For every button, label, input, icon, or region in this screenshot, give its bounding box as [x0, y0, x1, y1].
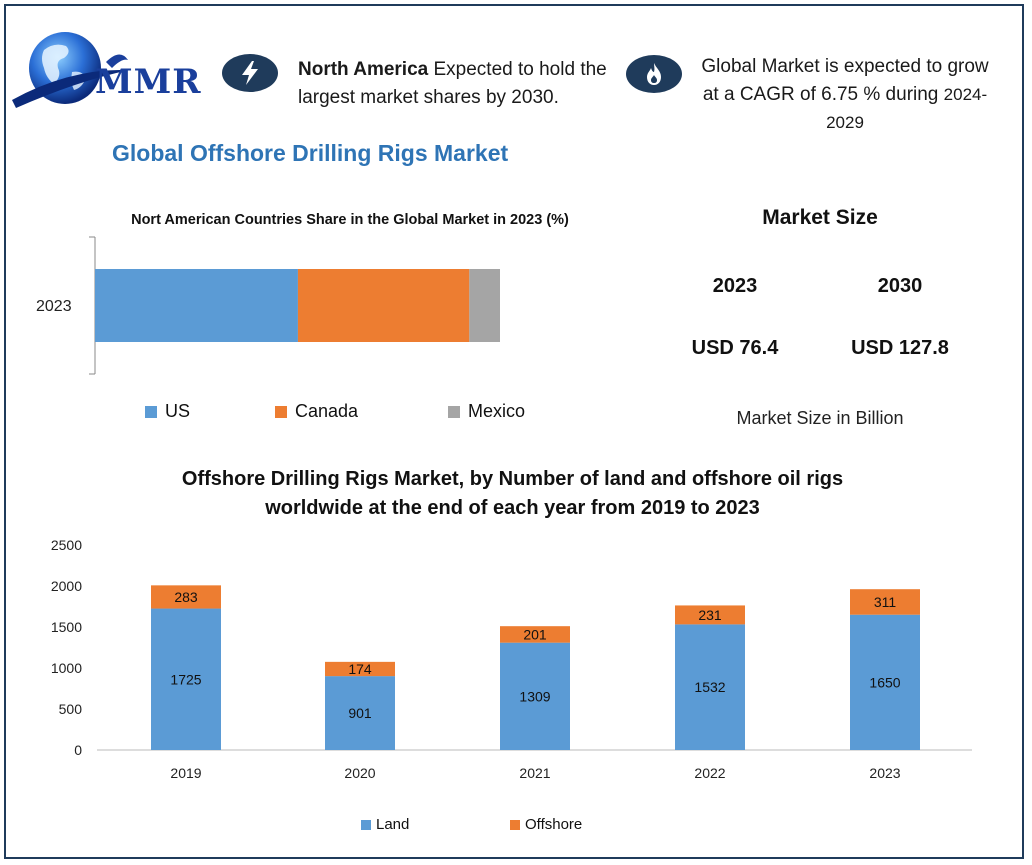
data-label: 1532	[694, 679, 725, 695]
legend-label: Mexico	[468, 401, 526, 421]
bar-offshore-2022	[675, 605, 745, 625]
bar-offshore-2021	[500, 626, 570, 643]
legend-item-mexico: Mexico	[448, 401, 525, 422]
share-chart: 2023	[36, 236, 500, 375]
bar-land-2022	[675, 624, 745, 750]
market-size-title: Market Size	[762, 206, 878, 229]
x-tick-label: 2022	[694, 765, 725, 781]
y-tick-label: 2500	[51, 537, 82, 553]
data-label: 201	[523, 626, 547, 642]
data-label: 231	[698, 607, 722, 623]
main-title: Global Offshore Drilling Rigs Market	[112, 140, 509, 166]
legend-item-us: US	[145, 401, 190, 422]
legend-swatch	[361, 819, 371, 830]
cagr-info: Global Market is expected to grow at a C…	[700, 53, 990, 137]
bar-land-2019	[151, 608, 221, 750]
logo-text: MMR	[95, 62, 202, 102]
bar-land-2021	[500, 642, 570, 750]
market-year-2030: 2030	[877, 275, 923, 297]
globe-icon	[12, 32, 130, 108]
x-tick-label: 2020	[344, 765, 375, 781]
y-tick-label: 500	[59, 701, 83, 717]
page-frame	[4, 4, 1024, 859]
legend-item-offshore: Offshore	[510, 816, 582, 833]
legend-item-canada: Canada	[275, 401, 358, 422]
rigs-chart: 0 500 1000 1500 2000 2500 1725 283 2019 901 174 202…	[51, 537, 972, 781]
legend-label: US	[165, 401, 191, 421]
y-tick-label: 0	[74, 742, 82, 758]
legend-label: Land	[376, 816, 410, 833]
bar-segment-canada	[297, 269, 470, 342]
bar-offshore-2020	[325, 661, 395, 677]
mmr-logo	[10, 28, 205, 113]
chart2-title: Offshore Drilling Rigs Market, by Number…	[181, 468, 844, 519]
category-label: 2023	[36, 298, 72, 315]
y-tick-label: 2000	[51, 578, 82, 594]
data-label: 283	[174, 589, 198, 605]
data-label: 174	[348, 661, 372, 677]
lightning-icon	[242, 61, 258, 85]
data-label: 1650	[869, 674, 900, 690]
data-label: 1309	[519, 688, 550, 704]
bar-offshore-2023	[850, 589, 920, 615]
x-tick-label: 2019	[170, 765, 201, 781]
x-tick-label: 2021	[519, 765, 550, 781]
info2-years: 2024-2029	[826, 85, 988, 132]
data-label: 311	[874, 594, 897, 610]
legend-swatch	[510, 819, 520, 830]
data-label: 901	[348, 705, 372, 721]
info1-bold: North America	[298, 59, 429, 80]
bar-segment-us	[95, 269, 298, 342]
chart1-title: Nort American Countries Share in the Glo…	[131, 212, 569, 228]
y-tick-label: 1000	[51, 660, 82, 676]
market-value-2023: USD 76.4	[691, 337, 779, 359]
legend-label: Canada	[295, 401, 359, 421]
info1-rest: Expected to hold the largest market shar…	[298, 59, 607, 108]
bar-segment-mexico	[469, 269, 500, 342]
flame-badge	[626, 55, 682, 93]
x-tick-label: 2023	[869, 765, 900, 781]
bar-land-2020	[325, 676, 395, 750]
data-label: 1725	[170, 671, 201, 687]
flame-icon	[647, 63, 661, 85]
market-value-2030: USD 127.8	[851, 337, 949, 359]
legend-swatch	[448, 405, 460, 418]
market-size-unit: Market Size in Billion	[736, 408, 904, 428]
legend-swatch	[145, 405, 157, 418]
bar-land-2023	[850, 614, 920, 750]
bar-offshore-2019	[151, 585, 221, 609]
market-year-2023: 2023	[712, 275, 758, 297]
legend-item-land: Land	[361, 816, 409, 833]
north-america-info: North America Expected to hold the large…	[298, 56, 628, 112]
y-tick-label: 1500	[51, 619, 82, 635]
legend-label: Offshore	[525, 816, 583, 833]
lightning-badge	[222, 54, 278, 92]
info2-main: Global Market is expected to grow at a C…	[701, 56, 989, 105]
legend-swatch	[275, 405, 287, 418]
